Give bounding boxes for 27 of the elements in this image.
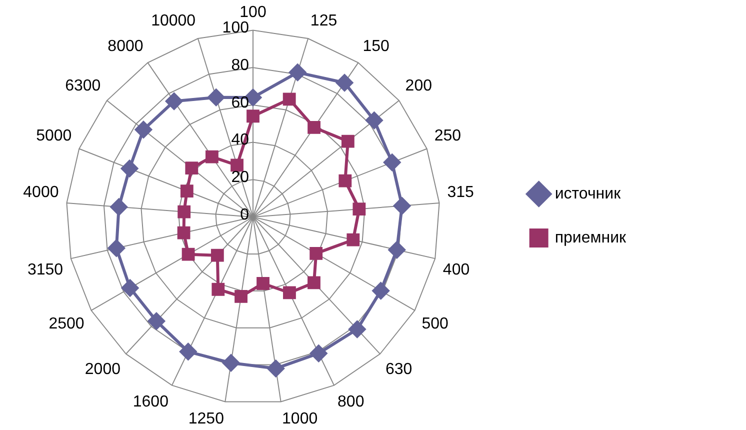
y-tick-label: 100 — [240, 4, 266, 22]
spoke-label: 1600 — [132, 394, 169, 411]
spoke-label: 5000 — [36, 128, 72, 145]
spoke-label: 630 — [386, 360, 412, 378]
spoke-label: 150 — [362, 38, 390, 55]
spoke-label: 3150 — [27, 261, 64, 278]
spoke-label: 800 — [338, 394, 364, 411]
spoke-label: 400 — [442, 261, 470, 278]
y-tick-label: 80 — [231, 56, 250, 74]
y-tick-label: 20 — [231, 169, 250, 186]
spoke-label: 125 — [310, 12, 338, 30]
spoke-label: 250 — [434, 128, 462, 145]
legend-label: приемник — [554, 229, 627, 246]
y-tick-label: 0 — [240, 206, 250, 224]
spoke-label: 2000 — [84, 360, 121, 378]
spoke-label: 500 — [422, 315, 448, 332]
spoke-label: 1000 — [282, 410, 318, 428]
spoke-label: 4000 — [23, 184, 59, 202]
y-tick-label: 60 — [231, 94, 250, 112]
spoke-label: 10000 — [151, 12, 196, 30]
legend-label: источник — [554, 185, 622, 202]
spoke-label: 315 — [447, 184, 474, 202]
spoke-label: 1250 — [188, 410, 224, 428]
spoke-label: 8000 — [108, 38, 144, 55]
spoke-label: 6300 — [65, 77, 101, 94]
spoke-label: 200 — [405, 77, 432, 94]
spoke-label: 2500 — [48, 315, 84, 332]
